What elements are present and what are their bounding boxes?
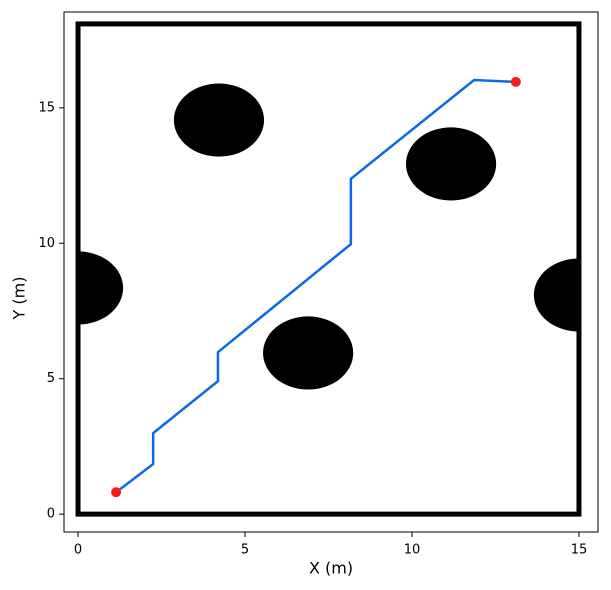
y-tick-label: 15 — [38, 100, 55, 115]
x-tick-label: 0 — [74, 543, 82, 558]
obstacle — [78, 251, 124, 325]
obstacle — [405, 127, 497, 201]
obstacle — [533, 258, 579, 332]
goal-point — [510, 76, 521, 87]
obstacle — [173, 83, 265, 157]
path-line — [115, 78, 516, 494]
y-axis-label: Y (m) — [10, 277, 29, 321]
x-axis-label: X (m) — [309, 559, 353, 578]
x-tick-label: 15 — [571, 543, 588, 558]
y-tick-label: 0 — [47, 507, 55, 522]
start-point — [111, 487, 122, 498]
y-tick-label: 5 — [47, 371, 55, 386]
obstacles — [78, 83, 579, 390]
obstacle — [263, 316, 354, 390]
x-tick-label: 10 — [404, 543, 421, 558]
plot-frame — [63, 11, 599, 533]
x-tick-label: 5 — [241, 543, 249, 558]
wall — [75, 21, 582, 517]
y-tick-label: 10 — [38, 236, 55, 251]
